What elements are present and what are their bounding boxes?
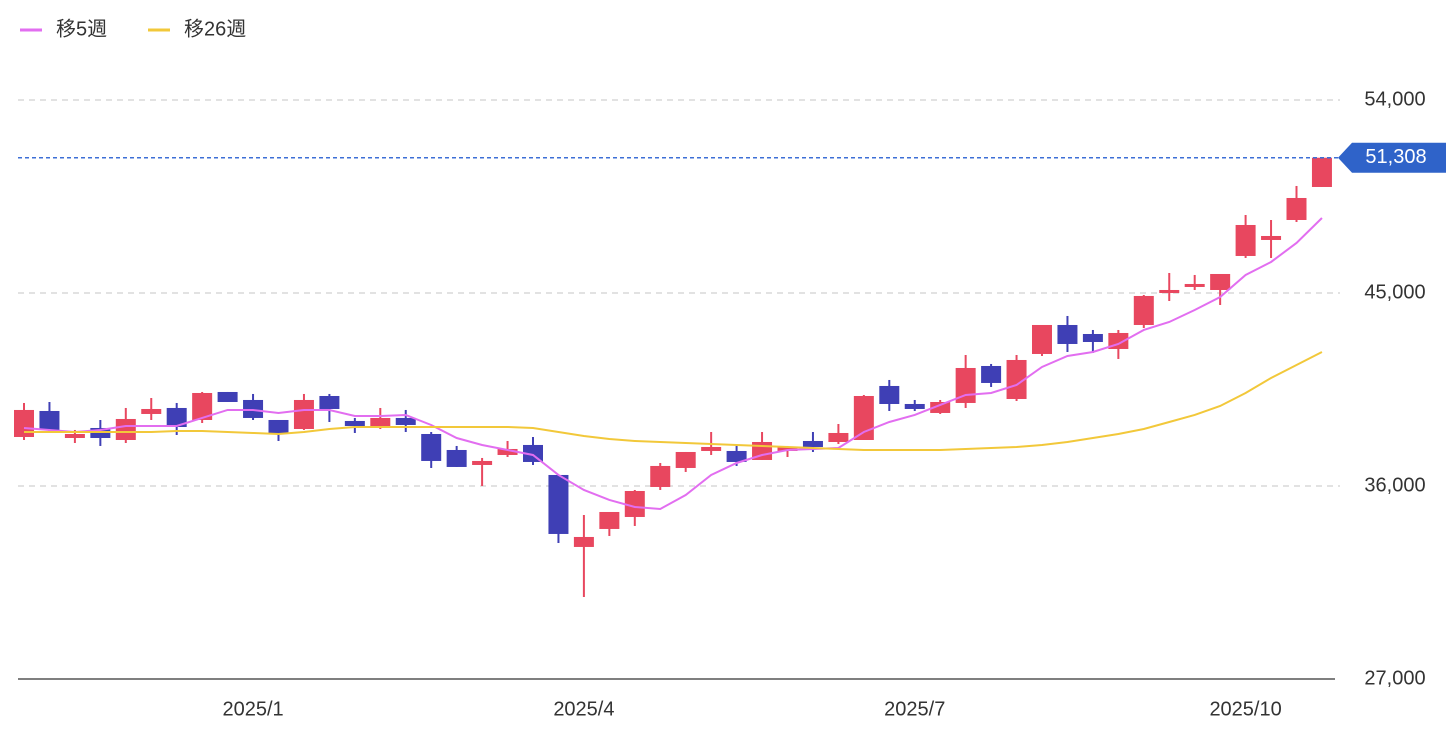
- candle-body: [1184, 283, 1205, 287]
- candle-body: [650, 465, 671, 487]
- candle-body: [981, 365, 1002, 383]
- x-tick-label: 2025/4: [553, 698, 614, 720]
- candle-body: [1133, 295, 1154, 325]
- candle-body: [624, 490, 645, 517]
- legend-label: 移26週: [184, 17, 246, 40]
- candle-body: [115, 418, 136, 440]
- candle-body: [1082, 333, 1103, 342]
- y-tick-label: 45,000: [1364, 281, 1425, 303]
- ma-line: [24, 351, 1323, 451]
- y-tick-label: 54,000: [1364, 88, 1425, 110]
- candle-body: [370, 417, 391, 428]
- y-tick-label: 36,000: [1364, 474, 1425, 496]
- candle-body: [1159, 289, 1180, 293]
- x-tick-label: 2025/10: [1209, 698, 1281, 720]
- legend-label: 移5週: [56, 17, 107, 40]
- candle-body: [192, 392, 213, 420]
- x-tick-label: 2025/1: [222, 698, 283, 720]
- candle-body: [548, 474, 569, 534]
- last-price-label: 51,308: [1365, 146, 1426, 168]
- candle-body: [802, 440, 823, 447]
- candle-body: [726, 450, 747, 462]
- candle-body: [446, 449, 467, 467]
- candle-body: [293, 399, 314, 429]
- candle-body: [853, 395, 874, 440]
- candle-body: [64, 433, 85, 439]
- candle-body: [14, 409, 34, 437]
- candle-body: [599, 511, 620, 529]
- candle-body: [1286, 197, 1307, 220]
- candle-body: [166, 407, 187, 427]
- candle-body: [497, 448, 518, 455]
- candle-body: [1261, 235, 1282, 240]
- candle-body: [701, 446, 722, 451]
- candle-body: [1210, 273, 1231, 290]
- candle-body: [39, 410, 60, 430]
- candle-body: [1235, 224, 1256, 256]
- candle-body: [217, 391, 238, 402]
- candle-body: [344, 420, 365, 426]
- candle-body: [828, 432, 849, 442]
- candle-body: [777, 446, 798, 451]
- candle-body: [1057, 324, 1078, 344]
- candle-body: [1006, 359, 1027, 399]
- candle-body: [141, 408, 162, 414]
- candle-body: [421, 433, 442, 461]
- candle-body: [573, 536, 594, 547]
- candle-body: [879, 385, 900, 404]
- candle-body: [472, 460, 493, 465]
- candle-body: [930, 401, 951, 413]
- candle-body: [319, 395, 340, 409]
- candle-body: [904, 403, 925, 409]
- candle-body: [268, 419, 289, 434]
- candle-body: [675, 451, 696, 468]
- candle-body: [1032, 324, 1052, 354]
- candle-body: [395, 417, 416, 425]
- x-tick-label: 2025/7: [884, 698, 945, 720]
- y-tick-label: 27,000: [1364, 667, 1425, 689]
- ma-line: [23, 217, 1323, 510]
- last-price-tag: [1338, 142, 1446, 173]
- candle-body: [1311, 157, 1332, 187]
